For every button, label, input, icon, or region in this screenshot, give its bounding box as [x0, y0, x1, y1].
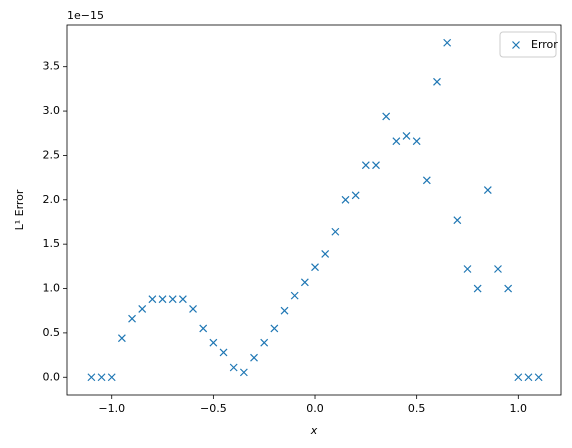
marker — [250, 353, 258, 362]
y-tick-label: 3.5 — [43, 60, 61, 73]
marker — [117, 334, 126, 343]
marker — [402, 131, 411, 140]
x-tick-label: −0.5 — [200, 402, 227, 415]
marker — [189, 305, 197, 313]
marker — [168, 295, 177, 304]
x-tick-label: 1.0 — [510, 402, 528, 415]
y-axis-label: L¹ Error — [13, 189, 26, 230]
y-offset-text: 1e−15 — [67, 9, 104, 22]
marker — [351, 191, 360, 200]
marker — [443, 38, 452, 47]
legend-box — [499, 31, 557, 58]
marker — [321, 249, 330, 258]
marker — [158, 295, 167, 304]
x-tick-label: −1.0 — [98, 402, 125, 415]
marker — [128, 314, 136, 323]
y-tick-label: 3.0 — [43, 104, 61, 117]
marker — [331, 227, 340, 236]
marker — [372, 161, 380, 170]
marker — [199, 324, 208, 333]
marker — [392, 137, 401, 146]
y-tick-label: 2.5 — [43, 148, 61, 161]
marker — [382, 112, 391, 121]
marker — [412, 137, 421, 146]
marker — [270, 324, 279, 333]
marker — [473, 284, 482, 293]
y-tick-label: 0.5 — [43, 326, 61, 339]
legend-marker — [512, 41, 520, 49]
marker — [300, 278, 309, 287]
marker — [280, 306, 289, 315]
marker — [361, 161, 370, 170]
marker — [107, 373, 116, 382]
marker — [514, 373, 523, 382]
marker — [341, 195, 350, 204]
x-tick-label: 0.5 — [408, 402, 426, 415]
y-tick-label: 1.5 — [43, 237, 61, 250]
marker — [148, 295, 157, 304]
marker — [483, 186, 492, 194]
marker — [138, 305, 147, 313]
marker — [494, 265, 502, 273]
marker — [97, 373, 106, 382]
marker — [433, 77, 441, 86]
marker — [422, 176, 431, 185]
marker — [87, 373, 96, 382]
x-tick-label: 0.0 — [306, 402, 324, 415]
marker — [178, 295, 187, 304]
marker — [229, 363, 238, 372]
marker — [239, 368, 248, 377]
y-tick-label: 2.0 — [43, 193, 61, 206]
y-tick-label: 1.0 — [43, 282, 61, 295]
marker — [534, 373, 543, 382]
marker — [453, 216, 462, 225]
marker — [463, 265, 472, 273]
marker — [219, 348, 228, 357]
marker — [209, 338, 218, 347]
marker — [504, 284, 513, 293]
legend-label: Error — [531, 38, 558, 51]
marker — [290, 291, 299, 300]
axes-frame — [66, 24, 562, 396]
marker — [311, 263, 319, 272]
y-tick-label: 0.0 — [43, 370, 61, 383]
marker — [524, 373, 533, 382]
x-axis-label: x — [310, 424, 318, 437]
marker — [260, 338, 269, 347]
